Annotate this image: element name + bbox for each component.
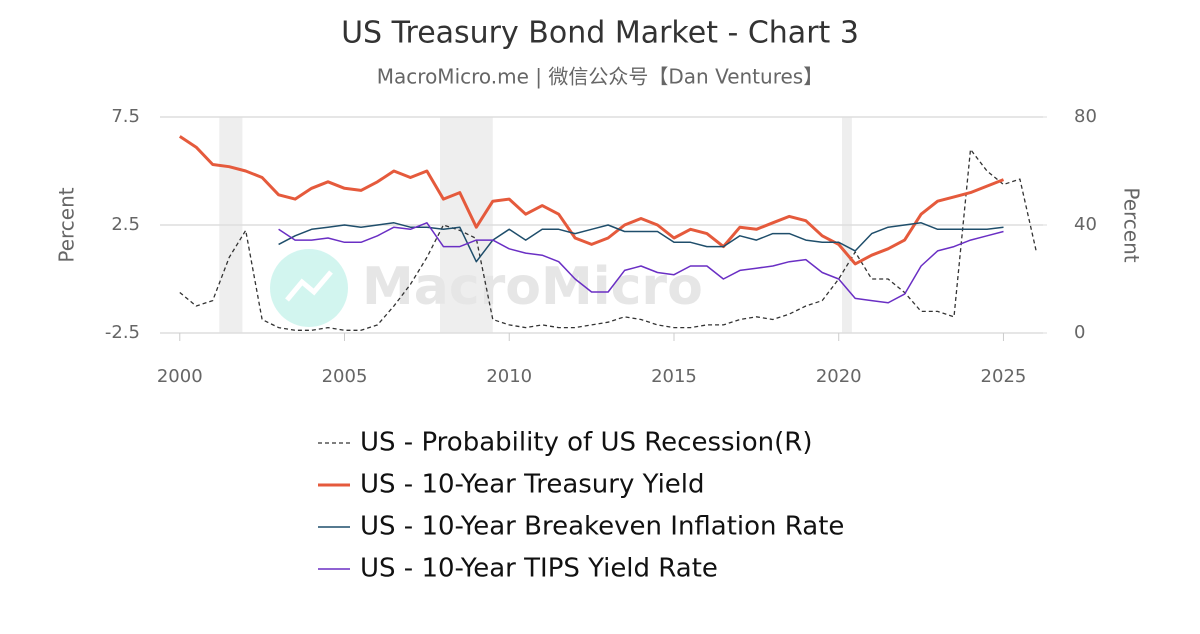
- chart-title: US Treasury Bond Market - Chart 3: [341, 16, 859, 51]
- legend-label: US - Probability of US Recession(R): [360, 428, 813, 458]
- y2-axis-label: Percent: [1120, 187, 1144, 262]
- y2-tick-label: 80: [1074, 106, 1097, 127]
- series-line: [179, 148, 1038, 331]
- y2-tick-label: 40: [1074, 214, 1097, 235]
- x-tick-label: 2015: [651, 366, 697, 387]
- legend-label: US - 10-Year TIPS Yield Rate: [360, 554, 718, 584]
- watermark: MacroMicro: [362, 257, 703, 317]
- series-line: [178, 135, 1005, 266]
- chart-subtitle: MacroMicro.me | 微信公众号【Dan Ventures】: [377, 65, 823, 89]
- y-tick-label: 2.5: [111, 214, 140, 235]
- series-line: [278, 222, 1004, 304]
- legend-label: US - 10-Year Treasury Yield: [360, 470, 705, 500]
- x-tick-label: 2020: [816, 366, 862, 387]
- watermark-logo: [270, 249, 348, 327]
- series-line: [278, 222, 1004, 263]
- x-tick-label: 2005: [322, 366, 368, 387]
- x-tick-label: 2025: [981, 366, 1027, 387]
- legend-label: US - 10-Year Breakeven Inflation Rate: [360, 512, 844, 542]
- x-tick-label: 2010: [486, 366, 532, 387]
- y-axis-label: Percent: [55, 187, 79, 262]
- x-tick-label: 2000: [157, 366, 203, 387]
- y2-tick-label: 0: [1074, 322, 1085, 343]
- y-tick-label: -2.5: [105, 322, 140, 343]
- y-tick-label: 7.5: [111, 106, 140, 127]
